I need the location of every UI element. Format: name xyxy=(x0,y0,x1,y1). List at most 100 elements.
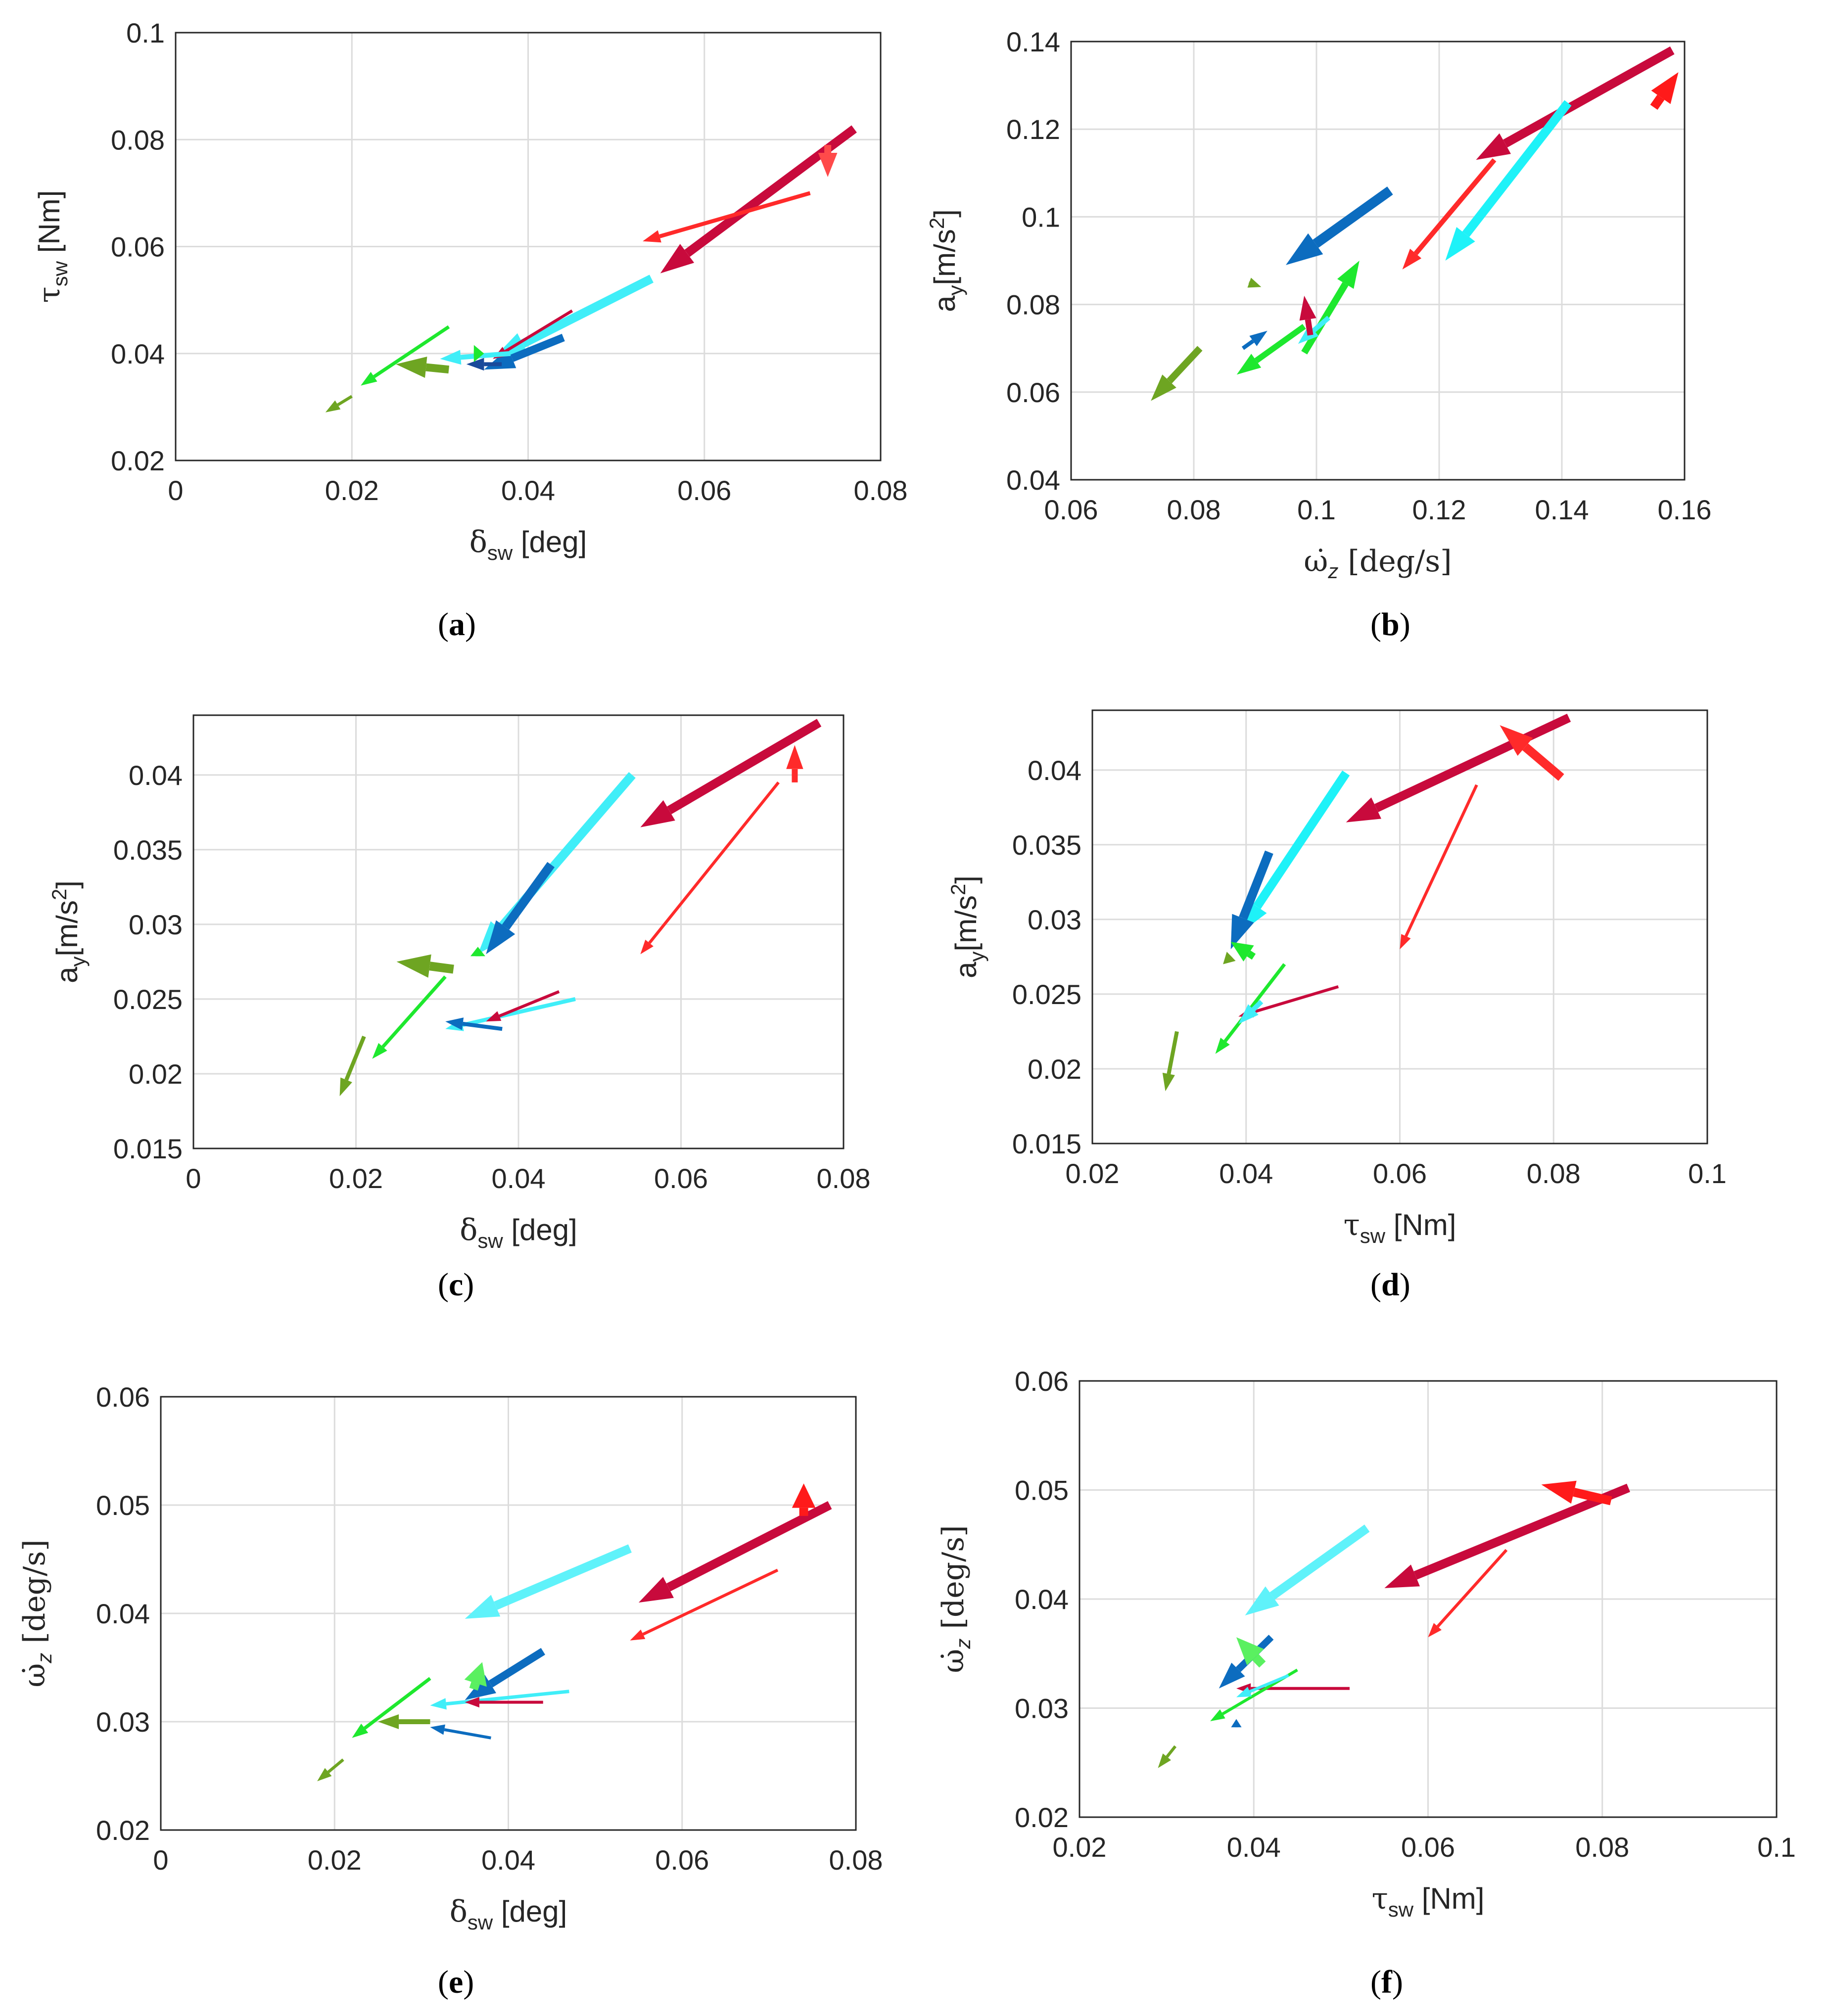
x-axis-label: δsw [deg] xyxy=(450,1894,567,1934)
caption-e: (e) xyxy=(438,1964,474,2000)
arrow-shaft xyxy=(462,1021,503,1031)
chart-a: 0 0.02 0.04 0.06 0.080.020.040.060.080.1δsw … xyxy=(32,17,908,564)
y-tick-label: 0.02 xyxy=(96,1815,150,1846)
arrow-shaft xyxy=(337,395,353,407)
quiver-arrow xyxy=(643,191,811,243)
axes-box xyxy=(1070,41,1686,481)
arrow-head xyxy=(1162,1072,1175,1092)
y-tick-label: 0.03 xyxy=(1028,904,1081,935)
arrow-head xyxy=(1249,330,1267,346)
arrow-shaft xyxy=(469,1682,480,1691)
chart-b: 0.06 0.08 0.1 0.12 0.14 0.160.040.060.080.10.… xyxy=(925,26,1712,583)
x-tick-label: 0.1 xyxy=(1688,1158,1727,1189)
x-tick-label: 0.1 xyxy=(1757,1832,1796,1863)
quiver-arrow xyxy=(470,947,485,957)
quiver-arrow xyxy=(1476,46,1675,160)
arrow-head xyxy=(1223,952,1236,964)
arrow-shaft xyxy=(1462,100,1572,237)
arrow-head xyxy=(486,920,516,955)
arrow-shaft xyxy=(499,990,560,1017)
y-tick-label: 0.12 xyxy=(1006,114,1060,145)
arrow-shaft xyxy=(666,1501,832,1592)
arrow-head xyxy=(396,954,431,978)
y-axis-label: ay[m/s2] xyxy=(946,875,988,978)
arrow-shaft xyxy=(1436,1549,1508,1628)
quiver-arrow xyxy=(1241,330,1267,350)
arrow-shaft xyxy=(1239,850,1273,920)
panel-a: 0 0.02 0.04 0.06 0.08 0.02 0.04 0.06 0.08 0.1 δsw … xyxy=(0,0,915,660)
y-tick-label: 0.05 xyxy=(96,1490,150,1521)
panel-e: 0 0.02 0.04 0.06 0.08 0.02 0.03 0.04 0.05 0.06 δsw… xyxy=(0,1316,915,1976)
quiver-arrow xyxy=(1245,1524,1370,1616)
x-tick-label: 0.02 xyxy=(1053,1832,1107,1863)
arrow-shaft xyxy=(1241,339,1255,350)
y-tick-label: 0.04 xyxy=(111,338,165,369)
quiver-arrow xyxy=(1230,850,1273,950)
x-tick-label: 0.08 xyxy=(1167,494,1221,525)
quiver-arrow xyxy=(1402,158,1497,270)
arrow-head xyxy=(440,350,462,365)
arrow-head xyxy=(1337,261,1360,289)
arrow-shaft xyxy=(1249,1674,1289,1693)
quiver-arrow xyxy=(1236,1637,1266,1668)
quiver-arrow xyxy=(1236,1674,1289,1697)
y-tick-label: 0.025 xyxy=(113,984,183,1015)
x-tick-label: 0.1 xyxy=(1297,494,1336,525)
arrow-head xyxy=(473,345,484,362)
y-axis-label: ay[m/s2] xyxy=(47,880,90,983)
x-tick-label: 0.12 xyxy=(1412,494,1466,525)
arrow-head xyxy=(1445,227,1475,261)
y-tick-label: 0.04 xyxy=(129,760,183,791)
arrow-head xyxy=(465,1595,501,1619)
arrow-head xyxy=(1247,277,1262,288)
x-tick-label: 0.06 xyxy=(655,1844,709,1876)
arrow-head xyxy=(630,1629,646,1641)
arrow-head xyxy=(1651,72,1679,104)
arrow-head xyxy=(1299,295,1316,321)
quiver-arrow xyxy=(372,975,447,1059)
arrow-head xyxy=(660,244,695,274)
arrow-head xyxy=(1346,797,1381,823)
quiver-arrow xyxy=(1151,346,1203,401)
arrow-shaft xyxy=(642,1568,779,1636)
arrow-shaft xyxy=(1313,186,1393,248)
quiver-arrow xyxy=(361,325,450,386)
arrow-shaft xyxy=(494,1544,632,1610)
x-tick-label: 0 xyxy=(153,1844,168,1876)
plot-area xyxy=(1071,42,1685,480)
y-tick-label: 0.02 xyxy=(1015,1802,1069,1833)
quiver-arrow xyxy=(1162,1031,1179,1092)
arrow-shaft xyxy=(373,325,450,378)
arrow-shaft xyxy=(1503,46,1675,148)
arrow-head xyxy=(352,1723,369,1738)
x-tick-label: 0.04 xyxy=(492,1163,546,1194)
y-tick-label: 0.035 xyxy=(1012,829,1081,861)
y-tick-label: 0.02 xyxy=(129,1058,183,1090)
x-tick-label: 0.06 xyxy=(1044,494,1098,525)
arrow-head xyxy=(317,1768,332,1782)
y-tick-label: 0.06 xyxy=(111,231,165,263)
y-tick-label: 0.02 xyxy=(111,445,165,476)
arrow-head xyxy=(1286,233,1323,265)
y-tick-label: 0.14 xyxy=(1006,26,1060,57)
quiver-arrow xyxy=(486,990,560,1022)
x-tick-label: 0.04 xyxy=(481,1844,535,1876)
quiver-arrow xyxy=(1247,277,1262,288)
quiver-arrow xyxy=(430,1724,491,1740)
x-tick-label: 0 xyxy=(186,1163,201,1194)
quiver-arrow xyxy=(1158,1745,1177,1768)
arrow-head xyxy=(1219,1662,1245,1689)
quiver-arrow xyxy=(466,358,502,371)
panel-c: 0 0.02 0.04 0.06 0.08 0.015 0.02 0.025 0.03 0.035… xyxy=(0,658,915,1318)
arrow-head xyxy=(1500,725,1533,756)
arrow-shaft xyxy=(1166,1745,1177,1758)
quiver-arrow xyxy=(1500,725,1564,781)
y-tick-label: 0.04 xyxy=(1015,1584,1069,1615)
y-tick-label: 0.03 xyxy=(1015,1693,1069,1724)
y-tick-label: 0.04 xyxy=(1006,464,1060,496)
caption-f: (f) xyxy=(1370,1964,1403,2000)
arrow-head xyxy=(1400,934,1411,950)
quiver-arrow xyxy=(786,745,803,782)
arrow-shaft xyxy=(444,1728,491,1740)
quiver-arrow xyxy=(1384,1483,1631,1588)
